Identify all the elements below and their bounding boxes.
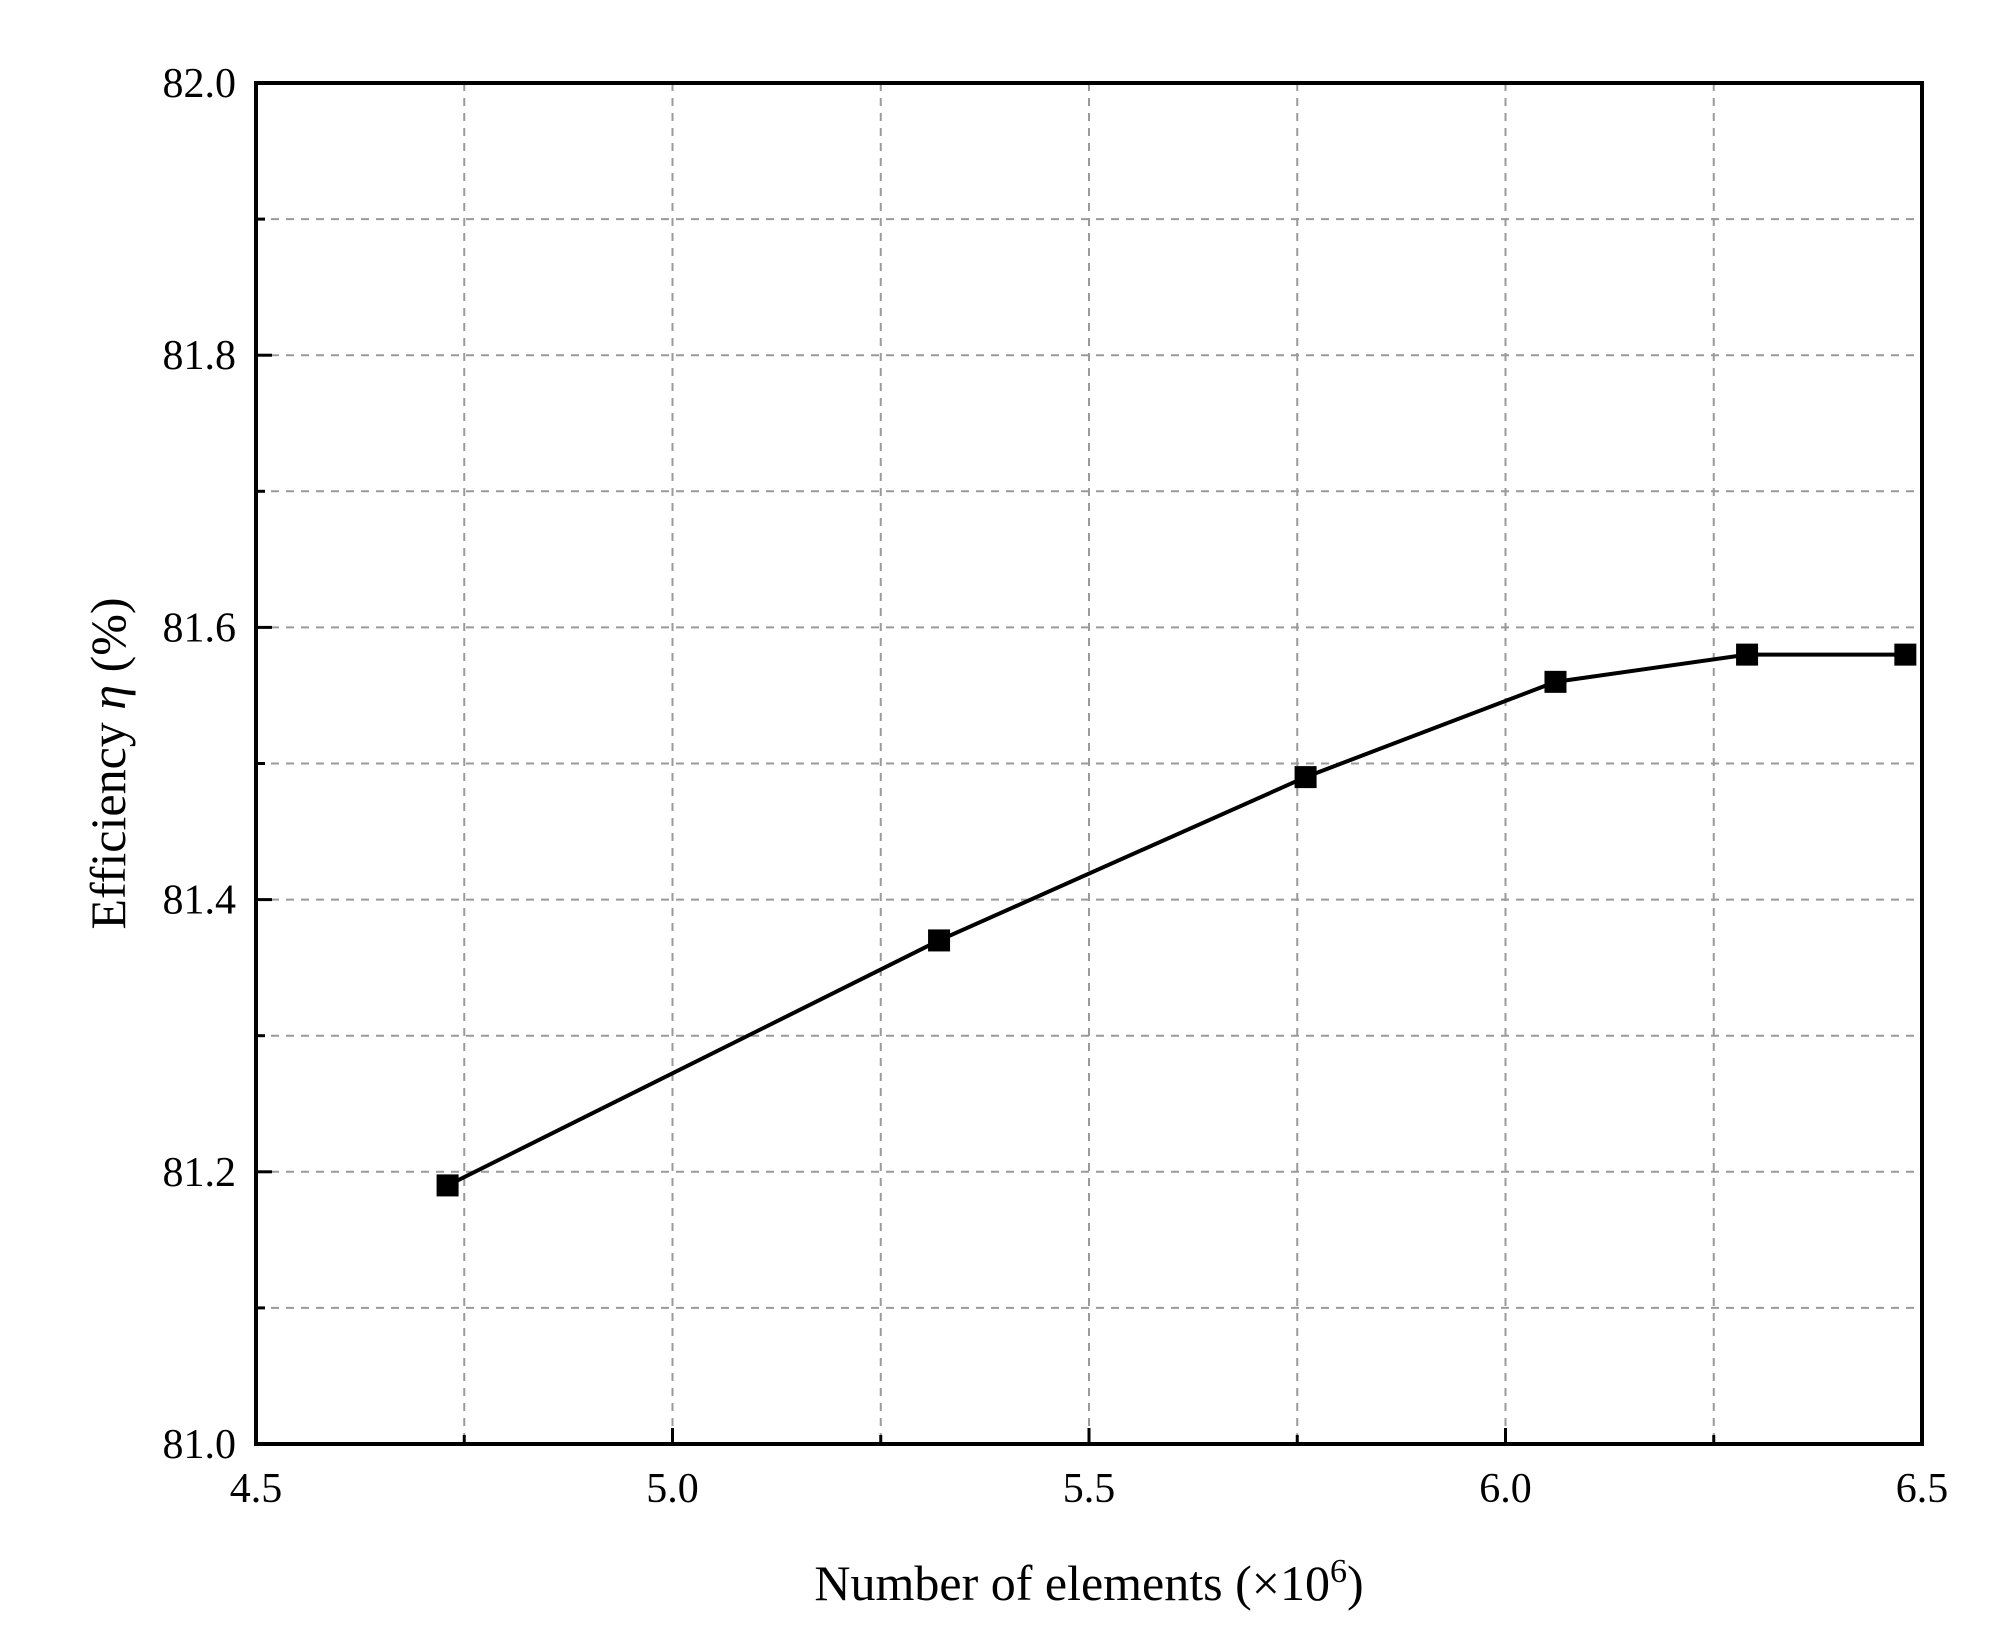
y-tick-label-3: 81.6 <box>163 605 237 651</box>
data-point-0 <box>436 1174 459 1197</box>
series-line-0 <box>446 652 1906 1188</box>
x-tick-label-3: 6.0 <box>1479 1466 1532 1512</box>
x-tick-label-0: 4.5 <box>230 1466 283 1512</box>
y-tick-label-5: 82.0 <box>163 61 237 107</box>
tick-labels: 4.5 5.0 5.5 6.0 6.5 81.0 81.2 81.4 81.6 81.8 82.0 <box>163 61 1949 1512</box>
y-axis-title: Efficiency η (%) <box>80 597 136 929</box>
y-tick-label-2: 81.4 <box>163 878 237 924</box>
y-axis-title-prefix: Efficiency <box>80 710 136 930</box>
x-tick-label-1: 5.0 <box>646 1466 699 1512</box>
y-axis-title-symbol: η <box>80 685 136 710</box>
x-axis-title-superscript: 6 <box>1330 1553 1347 1590</box>
data-point-2 <box>1294 766 1317 789</box>
x-axis-title-prefix: Number of elements (×10 <box>814 1555 1330 1611</box>
data-point-1 <box>928 929 951 952</box>
x-axis-title: Number of elements (×106) <box>814 1553 1363 1612</box>
x-axis-title-suffix: ) <box>1347 1555 1364 1611</box>
y-tick-label-0: 81.0 <box>163 1422 237 1468</box>
data-point-5 <box>1894 643 1917 666</box>
plot-frame <box>254 81 1924 1446</box>
x-tick-label-4: 6.5 <box>1896 1466 1949 1512</box>
data-series <box>436 643 1917 1197</box>
data-point-3 <box>1544 670 1567 693</box>
y-tick-label-1: 81.2 <box>163 1150 237 1196</box>
y-tick-label-4: 81.8 <box>163 333 237 379</box>
grid-lines <box>256 83 1922 1444</box>
data-point-4 <box>1736 643 1759 666</box>
x-tick-label-2: 5.5 <box>1063 1466 1116 1512</box>
y-axis-title-suffix: (%) <box>80 597 136 684</box>
